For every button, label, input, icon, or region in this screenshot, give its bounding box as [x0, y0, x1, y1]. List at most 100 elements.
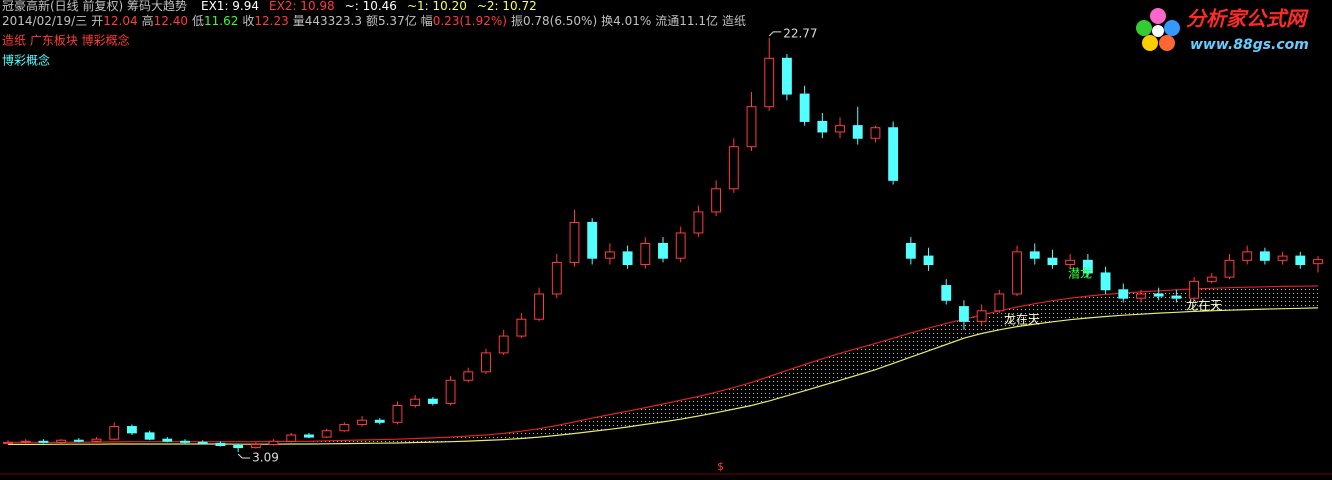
logo-petal: [1136, 20, 1152, 36]
candle-body: [941, 285, 952, 301]
candle-body: [250, 443, 261, 449]
candle-body: [126, 426, 137, 434]
logo-name: 分析家公式网: [1186, 7, 1309, 31]
logo-petal: [1159, 35, 1175, 51]
info-field: 幅: [421, 13, 433, 28]
candle-body: [799, 93, 810, 122]
candle-body: [427, 398, 438, 404]
candle-body: [20, 440, 31, 443]
candle-body: [1118, 289, 1129, 299]
candle-body: [1012, 251, 1022, 295]
bottom-marker: $: [717, 460, 724, 473]
logo-petal: [1150, 8, 1166, 24]
high-pointer: [768, 31, 782, 37]
candle-body: [109, 426, 120, 440]
candle-body: [516, 318, 527, 337]
candle-body: [38, 440, 49, 443]
candle-body: [1224, 259, 1235, 278]
info-field: 额5.37亿: [366, 13, 417, 28]
info-field: 造纸: [722, 14, 746, 28]
candle-body: [587, 221, 598, 259]
candle-body: [481, 352, 491, 373]
band-lower-line: [8, 307, 1319, 445]
candle-body: [1277, 255, 1288, 261]
candle-body: [1171, 295, 1182, 299]
candle-body: [215, 442, 226, 446]
info-field: 流通11.1亿: [655, 13, 718, 28]
info-field: 12.40: [154, 14, 188, 28]
candle-body: [445, 379, 456, 404]
candle-body: [835, 125, 845, 133]
candle-body: [1242, 251, 1253, 261]
low-label: 3.09: [252, 451, 279, 465]
candle-body: [1065, 259, 1076, 266]
candle-body: [604, 251, 615, 259]
candle-body: [498, 335, 509, 354]
candle-body: [91, 438, 102, 442]
info-field: 换4.01%: [601, 14, 651, 28]
candle-body: [728, 146, 739, 190]
info-field: 12.23: [254, 14, 288, 28]
candle-body: [1047, 257, 1058, 266]
info-field: 振0.78(6.50%): [511, 14, 597, 28]
header-line: 冠豪高新(日线 前复权) 筹码大趋势 EX1: 9.94 EX2: 10.98 ~: …: [2, 0, 537, 13]
candle-body: [976, 310, 987, 322]
candle-body: [1259, 251, 1270, 261]
candle-body: [56, 439, 67, 443]
signal-annotation: 龙在天: [1004, 313, 1040, 327]
candle-body: [162, 438, 173, 442]
candle-body: [233, 444, 244, 449]
candle-body: [959, 306, 969, 322]
candle-body: [905, 242, 916, 259]
candle-body: [1100, 272, 1111, 291]
logo-petal: [1142, 35, 1158, 51]
candle-body: [622, 251, 633, 266]
info-field: 收: [242, 14, 254, 28]
candle-body: [658, 242, 668, 259]
info-field: 0.23(1.92%): [433, 14, 507, 28]
info-field: 12.04: [103, 14, 137, 28]
info-field: 高: [142, 13, 154, 28]
candle-body: [817, 120, 828, 133]
candle-body: [994, 293, 1005, 312]
info-field: 2014/02/19/三: [2, 14, 87, 28]
indicator: EX2: 10.98: [269, 0, 335, 13]
info-line: 2014/02/19/三 开12.04 高12.40 低11.62 收12.23 量443…: [2, 13, 746, 28]
candle-body: [1136, 293, 1146, 299]
candle-body: [551, 261, 562, 295]
info-field: 11.62: [204, 14, 238, 28]
candle-body: [197, 441, 208, 444]
candle-body: [180, 440, 190, 443]
candle-body: [304, 434, 314, 438]
candle-body: [410, 398, 421, 407]
candle-body: [73, 439, 84, 442]
indicator: ~2: 10.72: [477, 0, 537, 13]
candle-body: [1029, 251, 1040, 259]
candle-body: [357, 419, 367, 425]
candle-body: [3, 441, 13, 444]
candle-body: [888, 127, 899, 181]
low-pointer: [237, 453, 251, 459]
candle-body: [374, 419, 385, 423]
candle-body: [569, 221, 580, 263]
logo-center: [1152, 25, 1164, 37]
logo-url: www.88gs.com: [1190, 37, 1309, 53]
header-title: 冠豪高新(日线 前复权) 筹码大趋势: [2, 0, 187, 13]
candle-body: [693, 211, 704, 234]
candle-body: [746, 106, 757, 148]
logo: 分析家公式网 www.88gs.com: [1136, 7, 1309, 53]
info-field: 量443323.3: [293, 14, 362, 28]
candle-body: [321, 430, 332, 438]
candle-body: [268, 440, 279, 445]
info-field: 低: [192, 14, 204, 28]
sectors: 造纸 广东板块 博彩概念: [2, 33, 130, 48]
candle-body: [463, 371, 474, 381]
candle-body: [640, 242, 651, 266]
concept: 博彩概念: [2, 53, 50, 68]
candle-body: [286, 434, 297, 442]
candle-body: [781, 57, 792, 95]
candle-body: [1313, 259, 1323, 265]
